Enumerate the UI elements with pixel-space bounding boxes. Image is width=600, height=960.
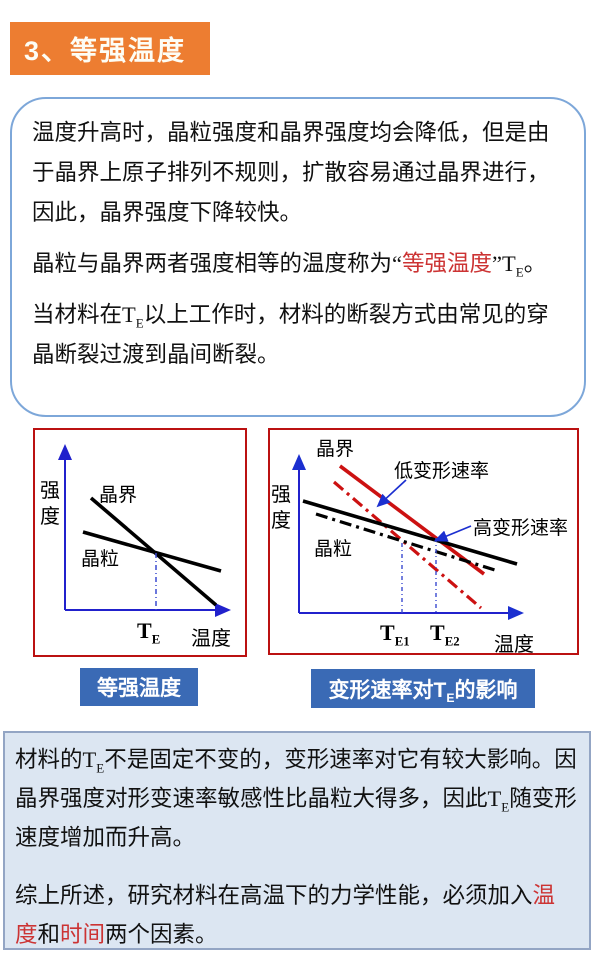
- summary-paragraph-2: 综上所述，研究材料在高温下的力学性能，必须加入温度和时间两个因素。: [15, 883, 556, 947]
- intro-text-box: 温度升高时，晶粒强度和晶界强度均会降低，但是由于晶界上原子排列不规则，扩散容易通…: [10, 97, 586, 417]
- grain-high-rate-line: [302, 499, 518, 566]
- summary-text-box: 材料的TE不是固定不变的，变形速率对它有较大影响。因晶界强度对形变速率敏感性比晶…: [3, 731, 591, 950]
- section-title-badge: 3、等强温度: [10, 22, 210, 75]
- high-rate-label: 高变形速率: [473, 518, 569, 539]
- chart-equicohesive-temperature: 强度 晶界 晶粒 TE 温度: [33, 428, 247, 657]
- intro-paragraph-2: 晶粒与晶界两者强度相等的温度称为“等强温度”TE。: [32, 251, 547, 280]
- chart-deformation-rate-effect: 晶界 低变形速率 高变形速率 晶粒 强度 TE1 TE2 温度: [268, 428, 579, 656]
- caption-left-text: 等强温度: [97, 677, 181, 700]
- low-rate-label: 低变形速率: [394, 461, 490, 482]
- x-axis-label: 温度: [191, 628, 231, 650]
- grain-line: [82, 530, 222, 573]
- chart-left-canvas: [58, 444, 231, 617]
- grain-boundary-label: 晶界: [316, 439, 355, 460]
- x-axis-label: 温度: [494, 634, 534, 656]
- caption-deformation-rate: 变形速率对TE的影响: [311, 669, 535, 708]
- te1-tick-label: TE1: [380, 620, 410, 649]
- grain-boundary-low-rate-line: [332, 480, 483, 610]
- y-axis-label: 强度: [271, 484, 291, 532]
- low-rate-arrow: [376, 479, 407, 508]
- intro-paragraph-3: 当材料在TE以上工作时，材料的断裂方式由常见的穿晶断裂过渡到晶间断裂。: [32, 302, 549, 367]
- grain-boundary-high-rate-line: [338, 464, 486, 576]
- caption-right-text: 变形速率对TE的影响: [328, 678, 518, 705]
- intro-paragraph-1: 温度升高时，晶粒强度和晶界强度均会降低，但是由于晶界上原子排列不规则，扩散容易通…: [32, 120, 550, 225]
- summary-paragraph-1: 材料的TE不是固定不变的，变形速率对它有较大影响。因晶界强度对形变速率敏感性比晶…: [15, 747, 577, 850]
- te2-tick-label: TE2: [430, 620, 460, 649]
- grain-label: 晶粒: [81, 549, 120, 570]
- y-axis-label: 强度: [40, 480, 60, 528]
- chart-right-canvas: [292, 454, 524, 620]
- caption-equicohesive: 等强温度: [80, 668, 198, 706]
- grain-boundary-label: 晶界: [99, 485, 138, 506]
- grain-low-rate-line: [315, 512, 499, 573]
- te-tick-label: TE: [137, 618, 161, 647]
- grain-label: 晶粒: [314, 539, 353, 560]
- section-title: 3、等强温度: [24, 36, 187, 66]
- high-rate-arrow: [433, 525, 472, 542]
